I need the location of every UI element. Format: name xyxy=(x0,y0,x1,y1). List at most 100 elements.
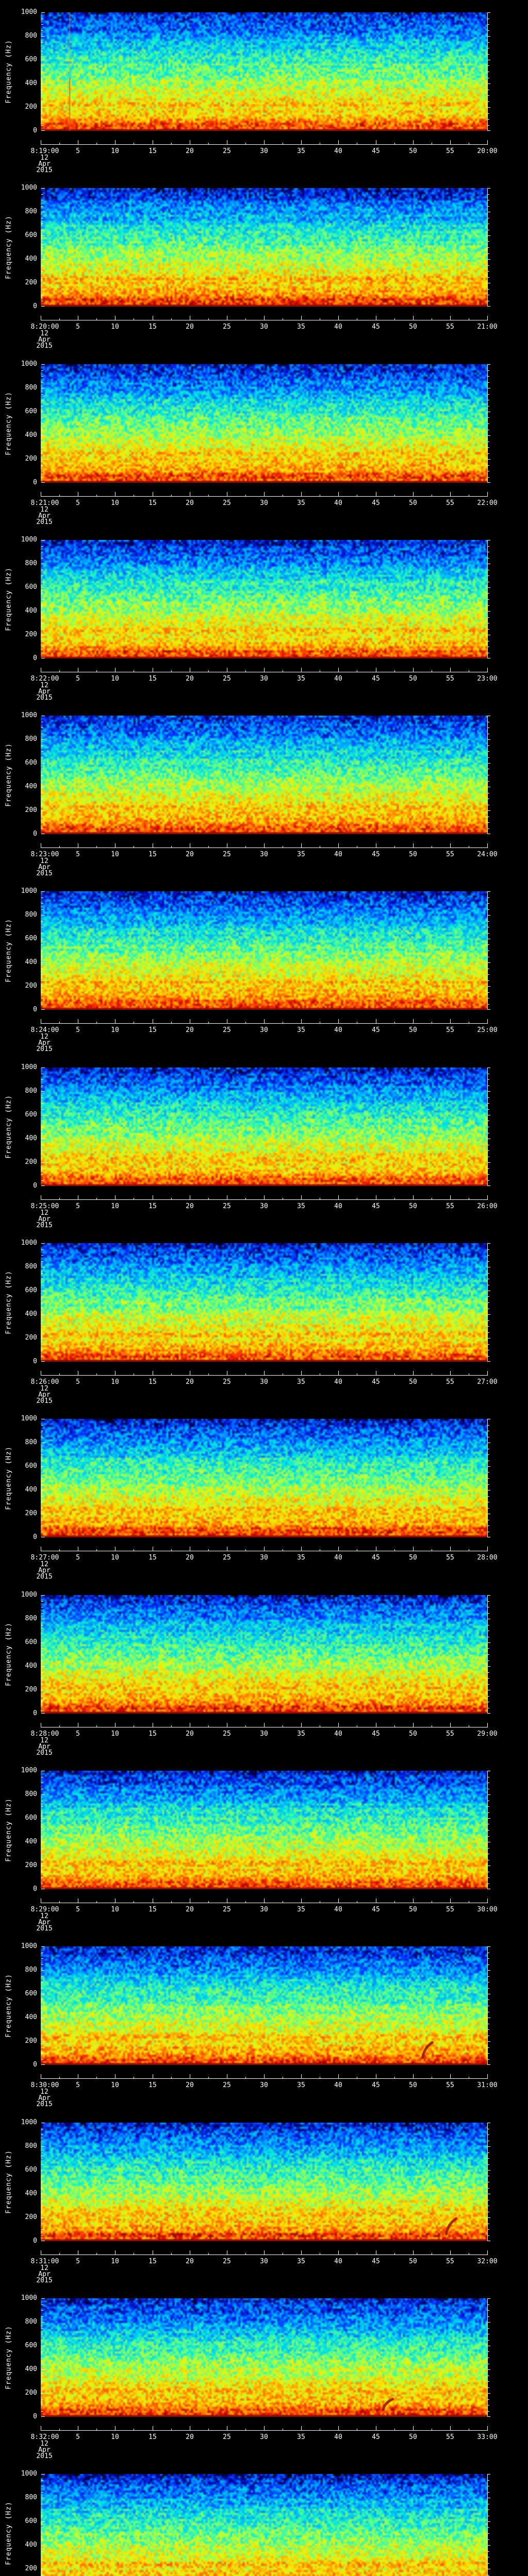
y-tick-label: 0 xyxy=(33,1182,37,1190)
y-major-tick-right xyxy=(488,1009,490,1010)
x-major-tick xyxy=(487,492,488,496)
y-major-tick-right xyxy=(488,1243,490,1244)
y-minor-tick xyxy=(41,1806,43,1807)
x-tick-label: 35 xyxy=(297,1730,305,1738)
y-tick-label: 400 xyxy=(25,783,37,790)
spectrogram-panel: Frequency (Hz) 0 200 400 600 800 1000 5 10 15 20 2… xyxy=(0,879,528,1055)
x-minor-tick xyxy=(59,1725,60,1727)
y-axis-right xyxy=(487,2298,488,2417)
x-tick-label: 40 xyxy=(334,1906,342,1913)
y-major-tick xyxy=(41,1009,45,1010)
y-axis-right xyxy=(487,1771,488,1889)
x-major-tick xyxy=(450,1723,451,1727)
x-end-time-label: 22:00 xyxy=(477,499,498,507)
y-minor-tick-right xyxy=(488,1496,489,1497)
spectrogram-image xyxy=(41,716,487,834)
y-axis-title: Frequency (Hz) xyxy=(5,1798,13,1862)
x-date-line: Apr xyxy=(38,688,51,696)
y-major-tick xyxy=(41,1067,45,1068)
x-major-tick xyxy=(338,316,339,320)
x-tick-label: 45 xyxy=(372,499,380,507)
y-minor-tick-right xyxy=(488,974,489,975)
y-minor-tick xyxy=(41,2563,43,2564)
x-major-tick xyxy=(338,1371,339,1375)
y-minor-tick xyxy=(41,828,43,829)
y-major-tick-right xyxy=(488,1091,490,1092)
y-tick-label: 400 xyxy=(25,1486,37,1494)
x-tick-label: 50 xyxy=(409,851,417,858)
x-tick-label: 50 xyxy=(409,2258,417,2265)
y-minor-tick-right xyxy=(488,2492,489,2493)
x-tick-label: 40 xyxy=(334,147,342,155)
y-minor-tick-right xyxy=(488,1103,489,1104)
y-minor-tick-right xyxy=(488,1180,489,1181)
x-minor-tick xyxy=(208,1901,209,1903)
x-tick-label: 10 xyxy=(111,851,119,858)
y-minor-tick xyxy=(41,2310,43,2311)
x-tick-label: 5 xyxy=(76,323,80,331)
x-end-time-label: 24:00 xyxy=(477,851,498,858)
x-tick-label: 35 xyxy=(297,1202,305,1210)
x-major-tick xyxy=(115,2074,116,2078)
y-major-tick xyxy=(41,1361,45,1362)
spectrogram-image xyxy=(41,12,487,131)
x-minor-tick xyxy=(394,1549,395,1551)
x-date-line: 12 xyxy=(40,1033,48,1041)
x-minor-tick xyxy=(171,143,172,144)
x-date-line: 2015 xyxy=(36,1222,53,1229)
x-tick-label: 25 xyxy=(223,323,231,331)
x-major-tick xyxy=(115,1723,116,1727)
x-start-time-label: 8:21:00 xyxy=(30,499,59,507)
y-major-tick-right xyxy=(488,130,490,131)
x-tick-label: 40 xyxy=(334,1730,342,1738)
x-tick-label: 50 xyxy=(409,1906,417,1913)
y-minor-tick-right xyxy=(488,1613,489,1614)
x-major-tick xyxy=(413,1547,414,1551)
y-minor-tick-right xyxy=(488,113,489,114)
x-tick-label: 10 xyxy=(111,1906,119,1913)
x-end-time-label: 33:00 xyxy=(477,2433,498,2441)
x-major-tick xyxy=(450,140,451,144)
x-minor-tick xyxy=(171,670,172,672)
x-date-line: 12 xyxy=(40,506,48,514)
x-major-tick xyxy=(413,2074,414,2078)
y-tick-label: 1000 xyxy=(21,2294,37,2302)
y-minor-tick-right xyxy=(488,1988,489,1989)
y-major-tick-right xyxy=(488,962,490,963)
y-minor-tick-right xyxy=(488,2188,489,2189)
x-major-tick xyxy=(301,1899,302,1903)
x-minor-tick xyxy=(208,2253,209,2255)
y-minor-tick-right xyxy=(488,1150,489,1151)
x-tick-label: 45 xyxy=(372,851,380,858)
x-date-line: 2015 xyxy=(36,870,53,877)
y-minor-tick-right xyxy=(488,194,489,195)
y-major-tick-right xyxy=(488,1713,490,1714)
y-minor-tick xyxy=(41,2047,43,2048)
x-major-tick xyxy=(301,843,302,848)
x-date-line: Apr xyxy=(38,1215,51,1223)
y-major-tick xyxy=(41,1091,45,1092)
y-minor-tick xyxy=(41,1696,43,1697)
y-minor-tick xyxy=(41,1296,43,1297)
y-tick-label: 200 xyxy=(25,2213,37,2221)
y-minor-tick xyxy=(41,382,43,383)
y-minor-tick-right xyxy=(488,1830,489,1831)
y-minor-tick-right xyxy=(488,1958,489,1959)
x-end-time-label: 20:00 xyxy=(477,147,498,155)
y-major-tick-right xyxy=(488,2393,490,2394)
x-tick-label: 35 xyxy=(297,323,305,331)
y-minor-tick xyxy=(41,1877,43,1878)
x-tick-label: 20 xyxy=(186,1906,194,1913)
y-major-tick-right xyxy=(488,306,490,307)
y-minor-tick-right xyxy=(488,1004,489,1005)
x-tick-label: 20 xyxy=(186,2081,194,2089)
spectrogram-panel: Frequency (Hz) 0 200 400 600 800 1000 5 10 15 20 2… xyxy=(0,2286,528,2462)
y-minor-tick-right xyxy=(488,417,489,418)
x-major-tick xyxy=(413,1723,414,1727)
y-minor-tick-right xyxy=(488,42,489,43)
y-minor-tick-right xyxy=(488,423,489,424)
y-minor-tick xyxy=(41,992,43,993)
x-tick-label: 40 xyxy=(334,499,342,507)
y-minor-tick-right xyxy=(488,1672,489,1673)
y-major-tick xyxy=(41,130,45,131)
